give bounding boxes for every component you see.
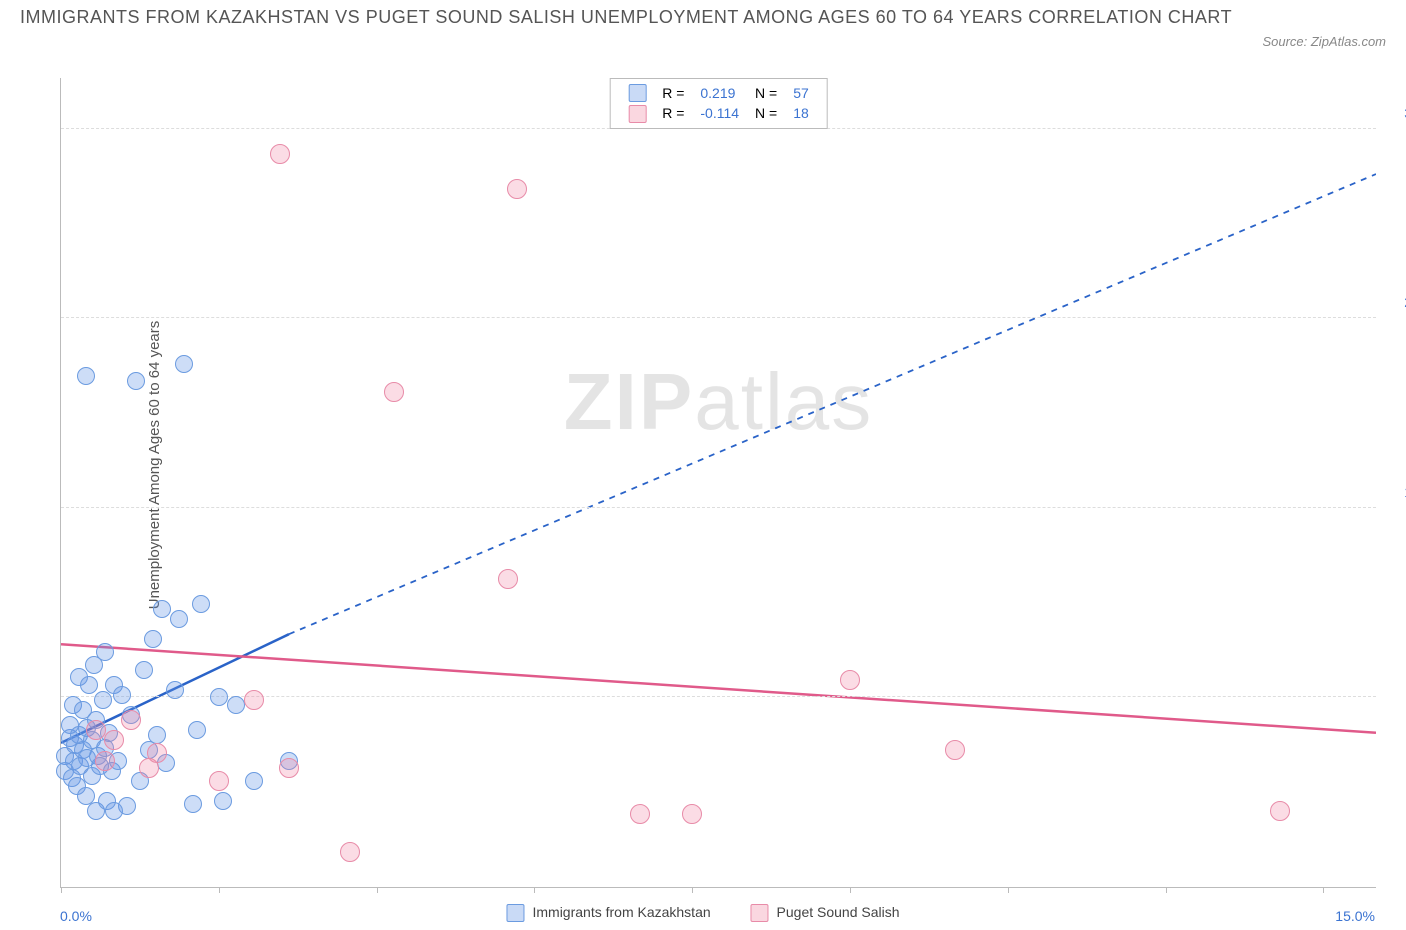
data-point xyxy=(340,842,360,862)
data-point xyxy=(244,690,264,710)
data-point xyxy=(113,686,131,704)
data-point xyxy=(192,595,210,613)
x-tick-label-min: 0.0% xyxy=(60,908,92,924)
grid-line xyxy=(61,507,1376,508)
data-point xyxy=(96,643,114,661)
data-point xyxy=(166,681,184,699)
swatch-b-icon xyxy=(751,904,769,922)
x-tick xyxy=(61,887,62,893)
scatter-chart: R = 0.219 N = 57 R = -0.114 N = 18 ZIPat… xyxy=(60,78,1376,888)
x-tick-label-max: 15.0% xyxy=(1335,908,1375,924)
data-point xyxy=(80,676,98,694)
data-point xyxy=(630,804,650,824)
data-point xyxy=(175,355,193,373)
data-point xyxy=(209,771,229,791)
source-credit: Source: ZipAtlas.com xyxy=(1262,34,1386,49)
n-value-b: 18 xyxy=(785,103,817,123)
legend-item-a: Immigrants from Kazakhstan xyxy=(506,904,710,922)
data-point xyxy=(153,600,171,618)
data-point xyxy=(945,740,965,760)
data-point xyxy=(135,661,153,679)
stats-legend: R = 0.219 N = 57 R = -0.114 N = 18 xyxy=(609,78,828,129)
data-point xyxy=(214,792,232,810)
data-point xyxy=(77,367,95,385)
swatch-b-icon xyxy=(628,105,646,123)
trend-lines xyxy=(61,78,1376,887)
swatch-a-icon xyxy=(506,904,524,922)
data-point xyxy=(104,730,124,750)
r-value-a: 0.219 xyxy=(692,83,747,103)
swatch-a-icon xyxy=(628,84,646,102)
x-tick xyxy=(534,887,535,893)
data-point xyxy=(840,670,860,690)
legend-item-b: Puget Sound Salish xyxy=(751,904,900,922)
stats-row-b: R = -0.114 N = 18 xyxy=(620,103,817,123)
data-point xyxy=(148,726,166,744)
x-tick xyxy=(377,887,378,893)
watermark: ZIPatlas xyxy=(564,356,873,448)
data-point xyxy=(507,179,527,199)
data-point xyxy=(270,144,290,164)
data-point xyxy=(147,743,167,763)
data-point xyxy=(184,795,202,813)
data-point xyxy=(498,569,518,589)
data-point xyxy=(95,751,115,771)
r-value-b: -0.114 xyxy=(692,103,747,123)
stats-row-a: R = 0.219 N = 57 xyxy=(620,83,817,103)
y-tick-label: 7.5% xyxy=(1384,673,1406,689)
y-tick-label: 30.0% xyxy=(1384,105,1406,121)
data-point xyxy=(144,630,162,648)
y-tick-label: 15.0% xyxy=(1384,484,1406,500)
data-point xyxy=(1270,801,1290,821)
series-legend: Immigrants from Kazakhstan Puget Sound S… xyxy=(488,904,917,922)
x-tick xyxy=(1008,887,1009,893)
data-point xyxy=(121,710,141,730)
data-point xyxy=(210,688,228,706)
data-point xyxy=(188,721,206,739)
y-tick-label: 22.5% xyxy=(1384,294,1406,310)
data-point xyxy=(127,372,145,390)
data-point xyxy=(245,772,263,790)
data-point xyxy=(279,758,299,778)
n-value-a: 57 xyxy=(785,83,817,103)
data-point xyxy=(94,691,112,709)
x-tick xyxy=(1323,887,1324,893)
grid-line xyxy=(61,317,1376,318)
x-tick xyxy=(692,887,693,893)
x-tick xyxy=(1166,887,1167,893)
data-point xyxy=(682,804,702,824)
data-point xyxy=(170,610,188,628)
x-tick xyxy=(850,887,851,893)
data-point xyxy=(227,696,245,714)
chart-title: IMMIGRANTS FROM KAZAKHSTAN VS PUGET SOUN… xyxy=(20,4,1386,31)
data-point xyxy=(105,802,123,820)
x-tick xyxy=(219,887,220,893)
data-point xyxy=(384,382,404,402)
